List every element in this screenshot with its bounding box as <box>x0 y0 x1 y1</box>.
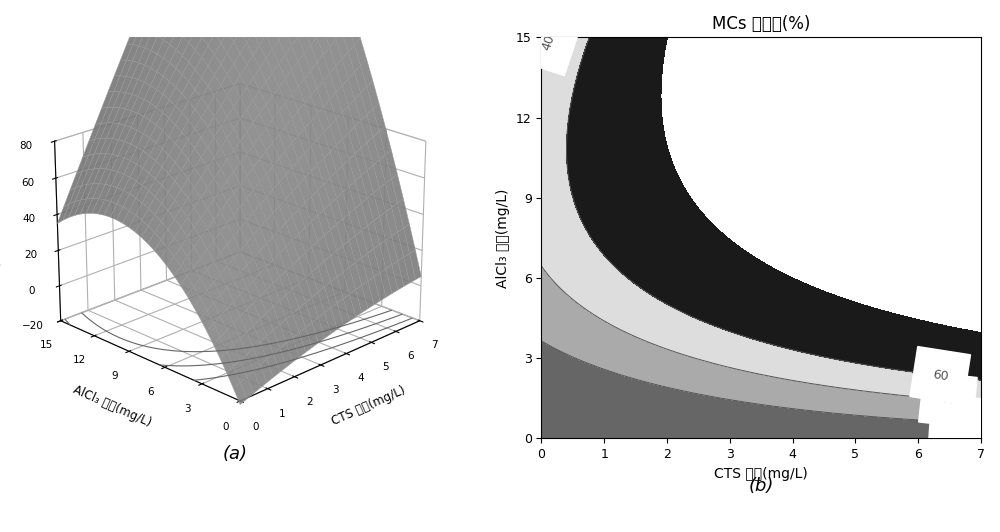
X-axis label: CTS 浓度(mg/L): CTS 浓度(mg/L) <box>329 384 407 428</box>
Text: 40: 40 <box>939 393 957 407</box>
Y-axis label: AlCl₃ 浓度(mg/L): AlCl₃ 浓度(mg/L) <box>71 383 153 429</box>
Text: 40: 40 <box>540 33 557 52</box>
Text: 60: 60 <box>931 368 949 383</box>
Text: (a): (a) <box>222 445 247 462</box>
Text: (b): (b) <box>749 477 774 495</box>
X-axis label: CTS 浓度(mg/L): CTS 浓度(mg/L) <box>714 467 808 481</box>
Title: MCs 去除率(%): MCs 去除率(%) <box>712 15 810 33</box>
Y-axis label: AlCl₃ 浓度(mg/L): AlCl₃ 浓度(mg/L) <box>496 188 510 288</box>
Text: 20: 20 <box>948 415 965 429</box>
